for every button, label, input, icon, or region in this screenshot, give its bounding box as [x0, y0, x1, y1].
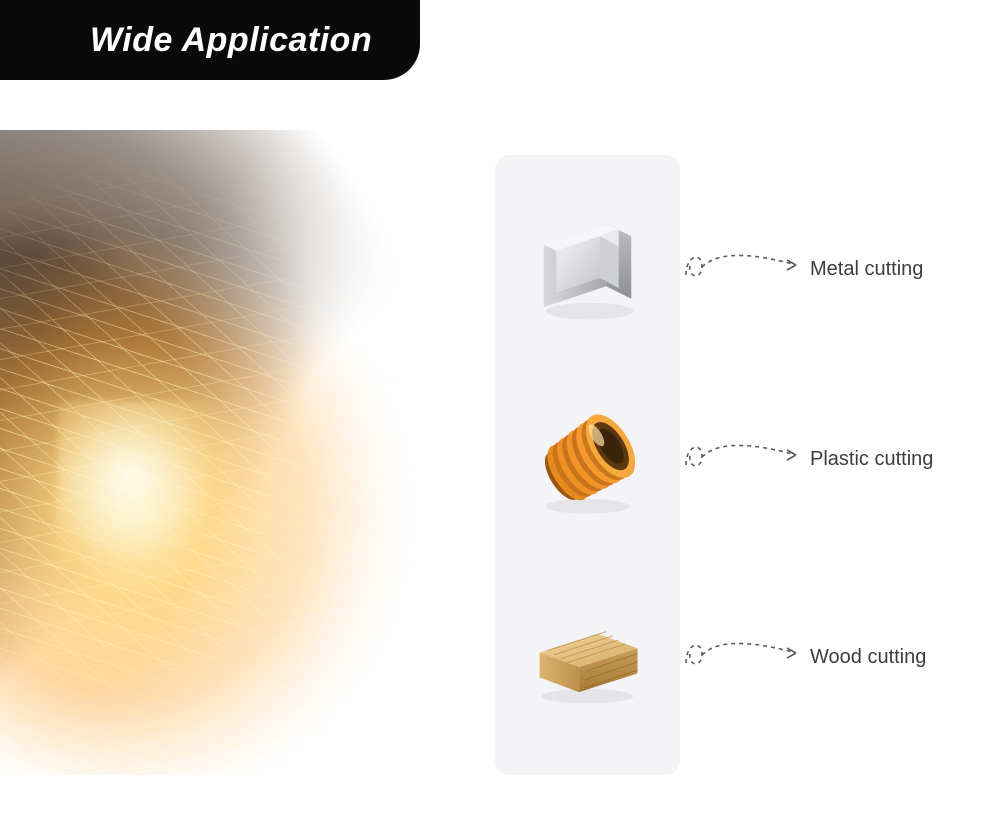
callout-arrow-wood	[680, 623, 800, 683]
callout-arrow-metal	[680, 235, 800, 295]
item-metal	[495, 195, 680, 340]
item-wood	[495, 580, 680, 725]
label-metal: Metal cutting	[810, 258, 923, 281]
label-wood: Wood cutting	[810, 646, 926, 669]
section-title-badge: Wide Application	[0, 0, 420, 80]
corrugated-tube-icon	[525, 398, 650, 523]
applications-card	[495, 155, 680, 775]
label-plastic: Plastic cutting	[810, 448, 933, 471]
section-title: Wide Application	[90, 21, 372, 60]
hero-sparks-image	[0, 130, 475, 775]
callout-arrow-plastic	[680, 425, 800, 485]
wood-block-icon	[525, 590, 650, 715]
item-plastic	[495, 388, 680, 533]
metal-channel-icon	[525, 205, 650, 330]
